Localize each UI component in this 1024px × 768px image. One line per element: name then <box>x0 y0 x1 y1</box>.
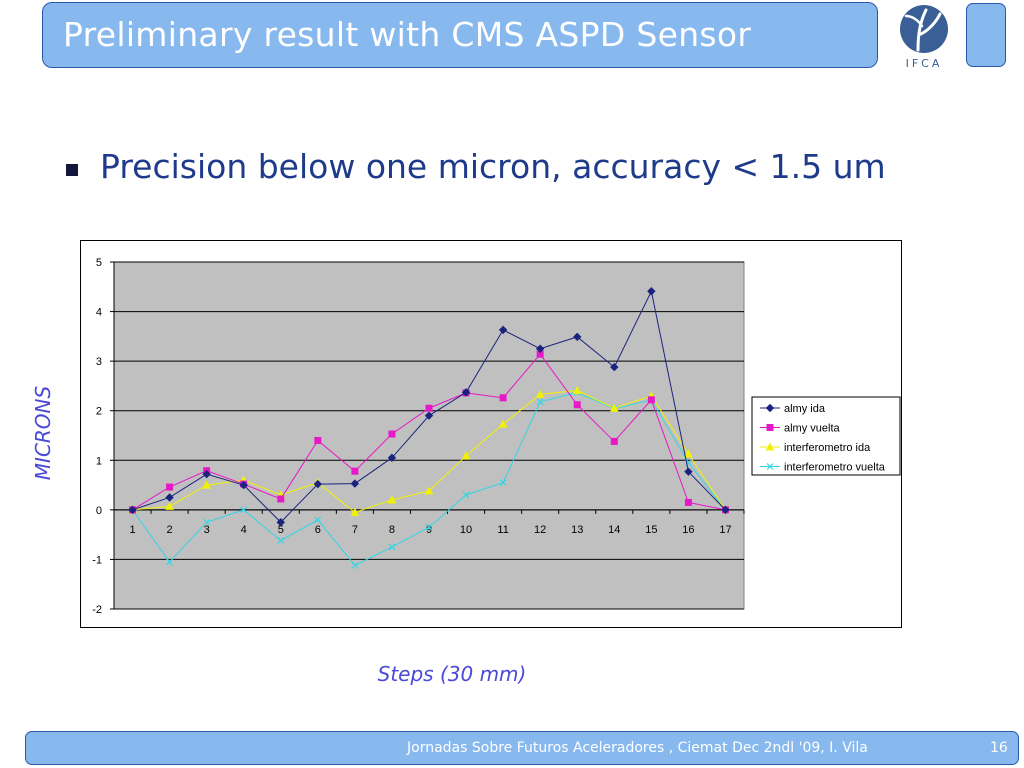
legend-label-2: interferometro ida <box>784 442 871 454</box>
point-s3-8 <box>425 523 433 531</box>
y-tick-label-7: -2 <box>92 604 102 616</box>
point-s0-5 <box>313 479 323 489</box>
point-s0-8 <box>424 411 434 420</box>
point-s1-15 <box>684 498 692 506</box>
point-s0-16 <box>721 505 730 515</box>
point-s0-0 <box>128 505 137 515</box>
point-s2-15 <box>684 449 693 458</box>
x-axis-title: Steps (30 mm) <box>377 662 527 686</box>
y-tick-label-4: 1 <box>96 455 102 467</box>
point-s1-1 <box>166 483 174 491</box>
point-s1-10 <box>499 394 507 402</box>
legend-marker-0 <box>765 403 775 413</box>
point-s0-1 <box>165 493 174 502</box>
y-tick-label-3: 2 <box>96 406 102 418</box>
point-s2-8 <box>424 486 434 495</box>
x-tick-label-4: 5 <box>278 524 284 536</box>
y-tick-label-5: 0 <box>96 505 102 517</box>
point-s1-8 <box>425 404 433 412</box>
point-s0-13 <box>610 362 619 372</box>
x-tick-label-3: 4 <box>241 524 247 536</box>
point-s3-2 <box>203 518 211 526</box>
x-tick-label-14: 15 <box>645 524 657 536</box>
point-s3-6 <box>351 561 359 569</box>
point-s1-14 <box>647 396 655 404</box>
point-s1-12 <box>573 401 581 409</box>
point-s2-7 <box>387 495 397 504</box>
point-s2-13 <box>609 403 619 412</box>
point-s3-7 <box>388 543 396 551</box>
point-s3-3 <box>240 506 248 514</box>
x-tick-label-6: 7 <box>352 524 358 536</box>
point-s0-10 <box>498 325 508 335</box>
legend-label-0: almy ida <box>784 403 826 415</box>
x-tick-label-16: 17 <box>719 524 731 536</box>
point-s1-13 <box>610 437 618 445</box>
legend-label-1: almy vuelta <box>784 423 841 435</box>
point-s0-15 <box>684 467 693 476</box>
plot-area <box>113 261 745 610</box>
point-s0-4 <box>276 518 285 527</box>
point-s1-6 <box>351 467 359 475</box>
ifca-emblem-icon <box>900 5 948 53</box>
page-number: 16 <box>990 740 1008 756</box>
x-tick-label-9: 10 <box>460 524 472 536</box>
bullet-text: Precision below one micron, accuracy < 1… <box>100 147 886 186</box>
legend-box <box>751 396 901 476</box>
point-s3-11 <box>536 398 544 406</box>
y-tick-label-0: 5 <box>96 257 102 269</box>
x-tick-label-11: 12 <box>534 524 546 536</box>
x-tick-label-7: 8 <box>389 524 395 536</box>
point-s0-12 <box>573 332 582 342</box>
footer-bar <box>25 731 1019 765</box>
footer-text: Jornadas Sobre Futuros Aceleradores , Ci… <box>407 740 868 756</box>
x-tick-label-13: 14 <box>608 524 620 536</box>
point-s2-1 <box>165 501 174 510</box>
y-tick-label-2: 3 <box>96 356 102 368</box>
y-tick-label-6: -1 <box>92 554 102 566</box>
x-tick-label-10: 11 <box>497 524 508 536</box>
point-s2-9 <box>461 451 471 460</box>
legend-label-3: interferometro vuelta <box>784 462 886 474</box>
logo-text: IFCA <box>905 57 943 70</box>
x-tick-label-8: 9 <box>426 524 432 536</box>
point-s3-1 <box>166 558 174 566</box>
point-s0-7 <box>387 453 397 463</box>
y-tick-label-1: 4 <box>96 307 102 319</box>
point-s2-10 <box>498 419 508 428</box>
point-s3-10 <box>499 479 507 487</box>
point-s3-9 <box>462 491 470 499</box>
point-s3-4 <box>277 537 285 545</box>
title-bar: Preliminary result with CMS ASPD Sensor <box>42 2 878 68</box>
bullet-marker-icon <box>66 164 78 176</box>
ifca-logo: IFCA <box>896 4 952 74</box>
legend-marker-1 <box>766 424 774 431</box>
point-s0-11 <box>535 344 545 353</box>
slide-title: Preliminary result with CMS ASPD Sensor <box>63 15 752 54</box>
point-s0-6 <box>350 479 360 488</box>
point-s2-6 <box>350 507 360 516</box>
point-s2-2 <box>202 480 211 489</box>
point-s2-11 <box>535 389 545 398</box>
point-s1-5 <box>314 436 322 444</box>
point-s2-12 <box>572 385 582 394</box>
point-s1-7 <box>388 430 396 438</box>
point-s0-3 <box>239 480 248 490</box>
legend-marker-2 <box>765 442 775 451</box>
point-s3-5 <box>314 516 322 524</box>
x-tick-label-0: 1 <box>129 524 135 536</box>
y-axis-title: MICRONS <box>31 385 55 481</box>
x-tick-label-2: 3 <box>204 524 210 536</box>
x-tick-label-1: 2 <box>167 524 173 536</box>
point-s0-2 <box>202 469 211 479</box>
point-s1-4 <box>277 495 285 503</box>
corner-box <box>966 3 1006 67</box>
point-s0-9 <box>461 388 471 397</box>
x-tick-label-15: 16 <box>682 524 694 536</box>
x-tick-label-12: 13 <box>571 524 583 536</box>
legend-marker-3 <box>766 463 774 470</box>
x-tick-label-5: 6 <box>315 524 321 536</box>
point-s0-14 <box>647 287 656 296</box>
